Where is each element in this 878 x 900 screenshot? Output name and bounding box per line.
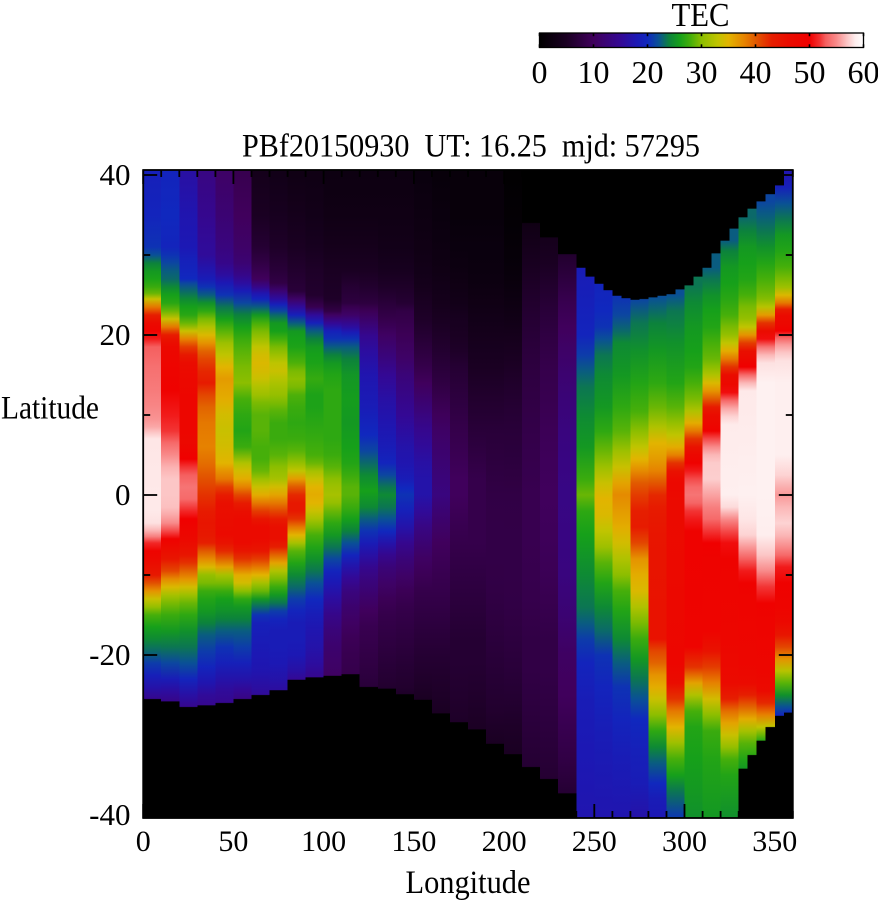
svg-text:300: 300	[662, 825, 707, 858]
svg-text:TEC: TEC	[672, 0, 730, 34]
svg-text:250: 250	[572, 825, 617, 858]
svg-text:100: 100	[301, 825, 346, 858]
svg-text:200: 200	[482, 825, 527, 858]
svg-text:0: 0	[115, 477, 131, 512]
svg-text:0: 0	[136, 825, 151, 858]
svg-text:50: 50	[794, 54, 826, 90]
svg-text:Longitude: Longitude	[406, 865, 531, 900]
svg-text:0: 0	[532, 54, 548, 90]
svg-text:20: 20	[632, 54, 664, 90]
svg-text:60: 60	[848, 54, 878, 90]
svg-text:40: 40	[100, 157, 131, 192]
svg-text:350: 350	[752, 825, 797, 858]
svg-text:-20: -20	[89, 637, 130, 672]
svg-text:20: 20	[100, 317, 131, 352]
svg-text:Latitude: Latitude	[1, 391, 99, 427]
svg-text:PBf20150930 UT: 16.25 mjd: 5: PBf20150930 UT: 16.25 mjd: 57295	[242, 129, 700, 165]
svg-text:10: 10	[578, 54, 610, 90]
svg-text:40: 40	[740, 54, 772, 90]
svg-text:150: 150	[391, 825, 436, 858]
svg-text:50: 50	[218, 825, 248, 858]
svg-text:30: 30	[686, 54, 718, 90]
svg-text:-40: -40	[89, 797, 130, 832]
